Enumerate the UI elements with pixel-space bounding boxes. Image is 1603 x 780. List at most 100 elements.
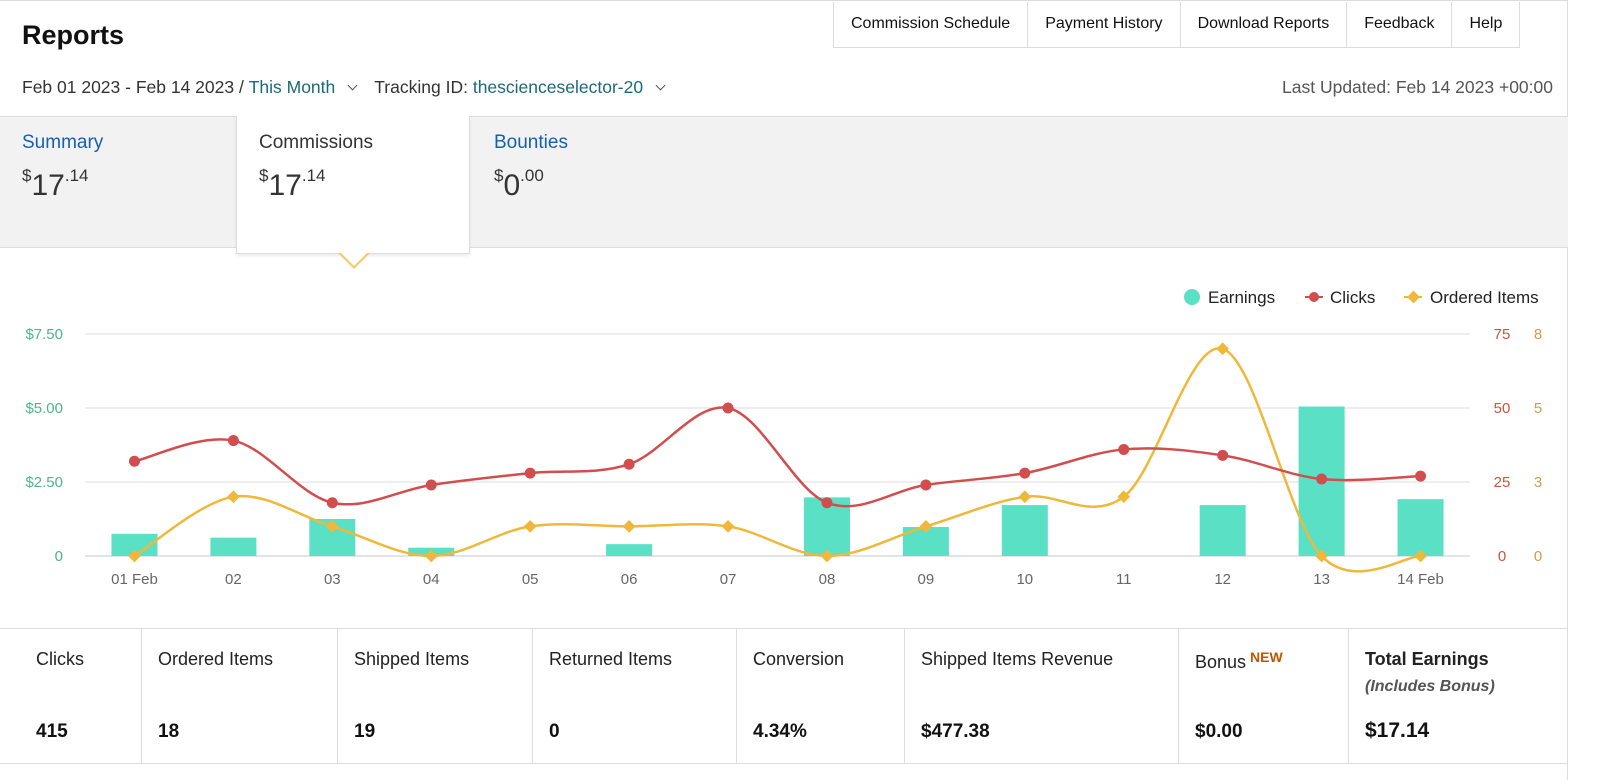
earnings-bar (606, 544, 653, 556)
legend-label: Clicks (1330, 288, 1375, 307)
x-axis-tick: 10 (1016, 571, 1033, 588)
stat-value: $17.14 (1365, 719, 1430, 742)
right-axis-tick: 8 (1534, 326, 1542, 343)
tab-bounties-label: Bounties (494, 132, 568, 153)
earnings-legend-icon (1184, 289, 1200, 305)
stat-value: $0.00 (1195, 721, 1243, 742)
download-reports-link[interactable]: Download Reports (1179, 2, 1347, 47)
x-axis-tick: 06 (621, 571, 638, 588)
stat-label: Returned Items (549, 649, 673, 669)
x-axis-tick: 12 (1214, 571, 1231, 588)
x-axis-tick: 02 (225, 571, 242, 588)
x-axis-tick: 07 (720, 571, 737, 588)
clicks-point (227, 435, 239, 447)
right-axis-tick: 50 (1494, 400, 1511, 417)
left-axis-tick: 0 (55, 548, 63, 565)
tab-commissions-label: Commissions (259, 132, 374, 153)
tab-commissions[interactable]: Commissions $17.14 (236, 116, 470, 254)
x-axis-tick: 03 (324, 571, 341, 588)
legend-label: Earnings (1208, 288, 1275, 307)
right-axis-tick: 3 (1534, 474, 1542, 491)
ordered-items-point (1216, 342, 1230, 356)
x-axis-tick: 01 Feb (111, 571, 158, 588)
clicks-point (1316, 473, 1328, 485)
stat-label: Ordered Items (158, 649, 274, 669)
chevron-down-icon[interactable] (347, 80, 358, 91)
ordered-items-point (721, 520, 735, 533)
right-axis-tick: 0 (1534, 548, 1542, 565)
tab-bounties-amount: $0.00 (494, 166, 544, 202)
page-title: Reports (22, 20, 125, 50)
stat-label: Conversion (753, 649, 845, 669)
x-axis-tick: 04 (423, 571, 440, 588)
tab-bounties[interactable]: Bounties $0.00 (472, 116, 706, 254)
tracking-id-dropdown[interactable]: thescienceselector-20 (472, 77, 644, 97)
tab-summary[interactable]: Summary $17.14 (0, 116, 234, 254)
x-axis-tick: 11 (1116, 571, 1132, 588)
clicks-point (425, 479, 437, 491)
chevron-down-icon[interactable] (655, 80, 666, 91)
stat-label: Total Earnings (1365, 649, 1489, 669)
ordered-items-point (523, 520, 537, 533)
clicks-point (821, 497, 833, 509)
stat-value: $477.38 (921, 721, 990, 742)
right-axis-tick: 0 (1498, 548, 1506, 565)
stat-value: 18 (158, 721, 180, 742)
clicks-point (623, 458, 635, 470)
stat-bonus: Bonus NEW $0.00 (1178, 629, 1348, 763)
x-axis-tick: 14 Feb (1397, 571, 1444, 588)
x-axis-tick: 08 (819, 571, 836, 588)
right-axis-tick: 5 (1534, 400, 1542, 417)
report-frame (0, 0, 1568, 780)
ordered-items-point (1018, 490, 1032, 504)
clicks-point (1217, 449, 1229, 461)
stat-clicks: Clicks 415 (0, 629, 141, 763)
top-nav: Commission Schedule Payment History Down… (833, 2, 1521, 48)
help-link[interactable]: Help (1451, 2, 1519, 47)
stat-value: 0 (549, 721, 560, 742)
left-axis-tick: $5.00 (25, 400, 63, 417)
chart-svg: 0 0 0$2.50 25 3$5.00 50 5$7.50 75 801 Feb 02 03 04 0… (25, 288, 1542, 588)
stat-label: Clicks (36, 649, 84, 669)
stats-bar: Clicks 415 Ordered Items 18 Shipped Item… (0, 628, 1568, 764)
earnings-bar (111, 533, 158, 556)
ordered-items-point (325, 520, 339, 533)
active-tab-pointer (338, 252, 370, 269)
date-range: Feb 01 2023 - Feb 14 2023 / (22, 77, 244, 97)
ordered-items-point (622, 520, 636, 533)
stat-ordered-items: Ordered Items 18 (141, 629, 337, 763)
stat-sublabel: (Includes Bonus) (1365, 678, 1495, 695)
clicks-point (1118, 443, 1130, 455)
stat-value: 4.34% (753, 721, 807, 742)
tab-summary-label: Summary (22, 132, 104, 153)
stat-value: 19 (354, 721, 376, 742)
clicks-legend-icon (1309, 292, 1319, 302)
x-axis-tick: 05 (522, 571, 539, 588)
period-dropdown[interactable]: This Month (248, 77, 336, 97)
feedback-link[interactable]: Feedback (1346, 2, 1451, 47)
left-axis-tick: $7.50 (25, 326, 63, 343)
x-axis-tick: 13 (1313, 571, 1330, 588)
clicks-point (920, 479, 932, 491)
commission-schedule-link[interactable]: Commission Schedule (851, 15, 1011, 32)
stat-shipped-items: Shipped Items 19 (337, 629, 532, 763)
stat-label: Bonus NEW (1195, 649, 1283, 672)
ordered-items-legend-icon (1407, 290, 1420, 304)
stat-label: Shipped Items (354, 649, 470, 669)
tab-summary-amount: $17.14 (22, 166, 89, 202)
earnings-bar (1199, 505, 1246, 556)
new-badge: NEW (1250, 649, 1283, 665)
payment-history-link[interactable]: Payment History (1027, 2, 1179, 47)
legend-label: Ordered Items (1430, 288, 1539, 307)
clicks-point (524, 467, 536, 479)
earnings-bar (1397, 499, 1444, 556)
earnings-bar (210, 537, 257, 556)
earnings-bar (1001, 505, 1048, 556)
filter-bar: Feb 01 2023 - Feb 14 2023 / This Month T… (22, 77, 682, 98)
tracking-id-label: Tracking ID: (374, 77, 468, 97)
clicks-point (326, 497, 338, 509)
stat-shipped-revenue: Shipped Items Revenue $477.38 (904, 629, 1178, 763)
clicks-point (1415, 470, 1427, 482)
right-axis-tick: 75 (1494, 326, 1511, 343)
stat-label: Shipped Items Revenue (921, 649, 1114, 669)
